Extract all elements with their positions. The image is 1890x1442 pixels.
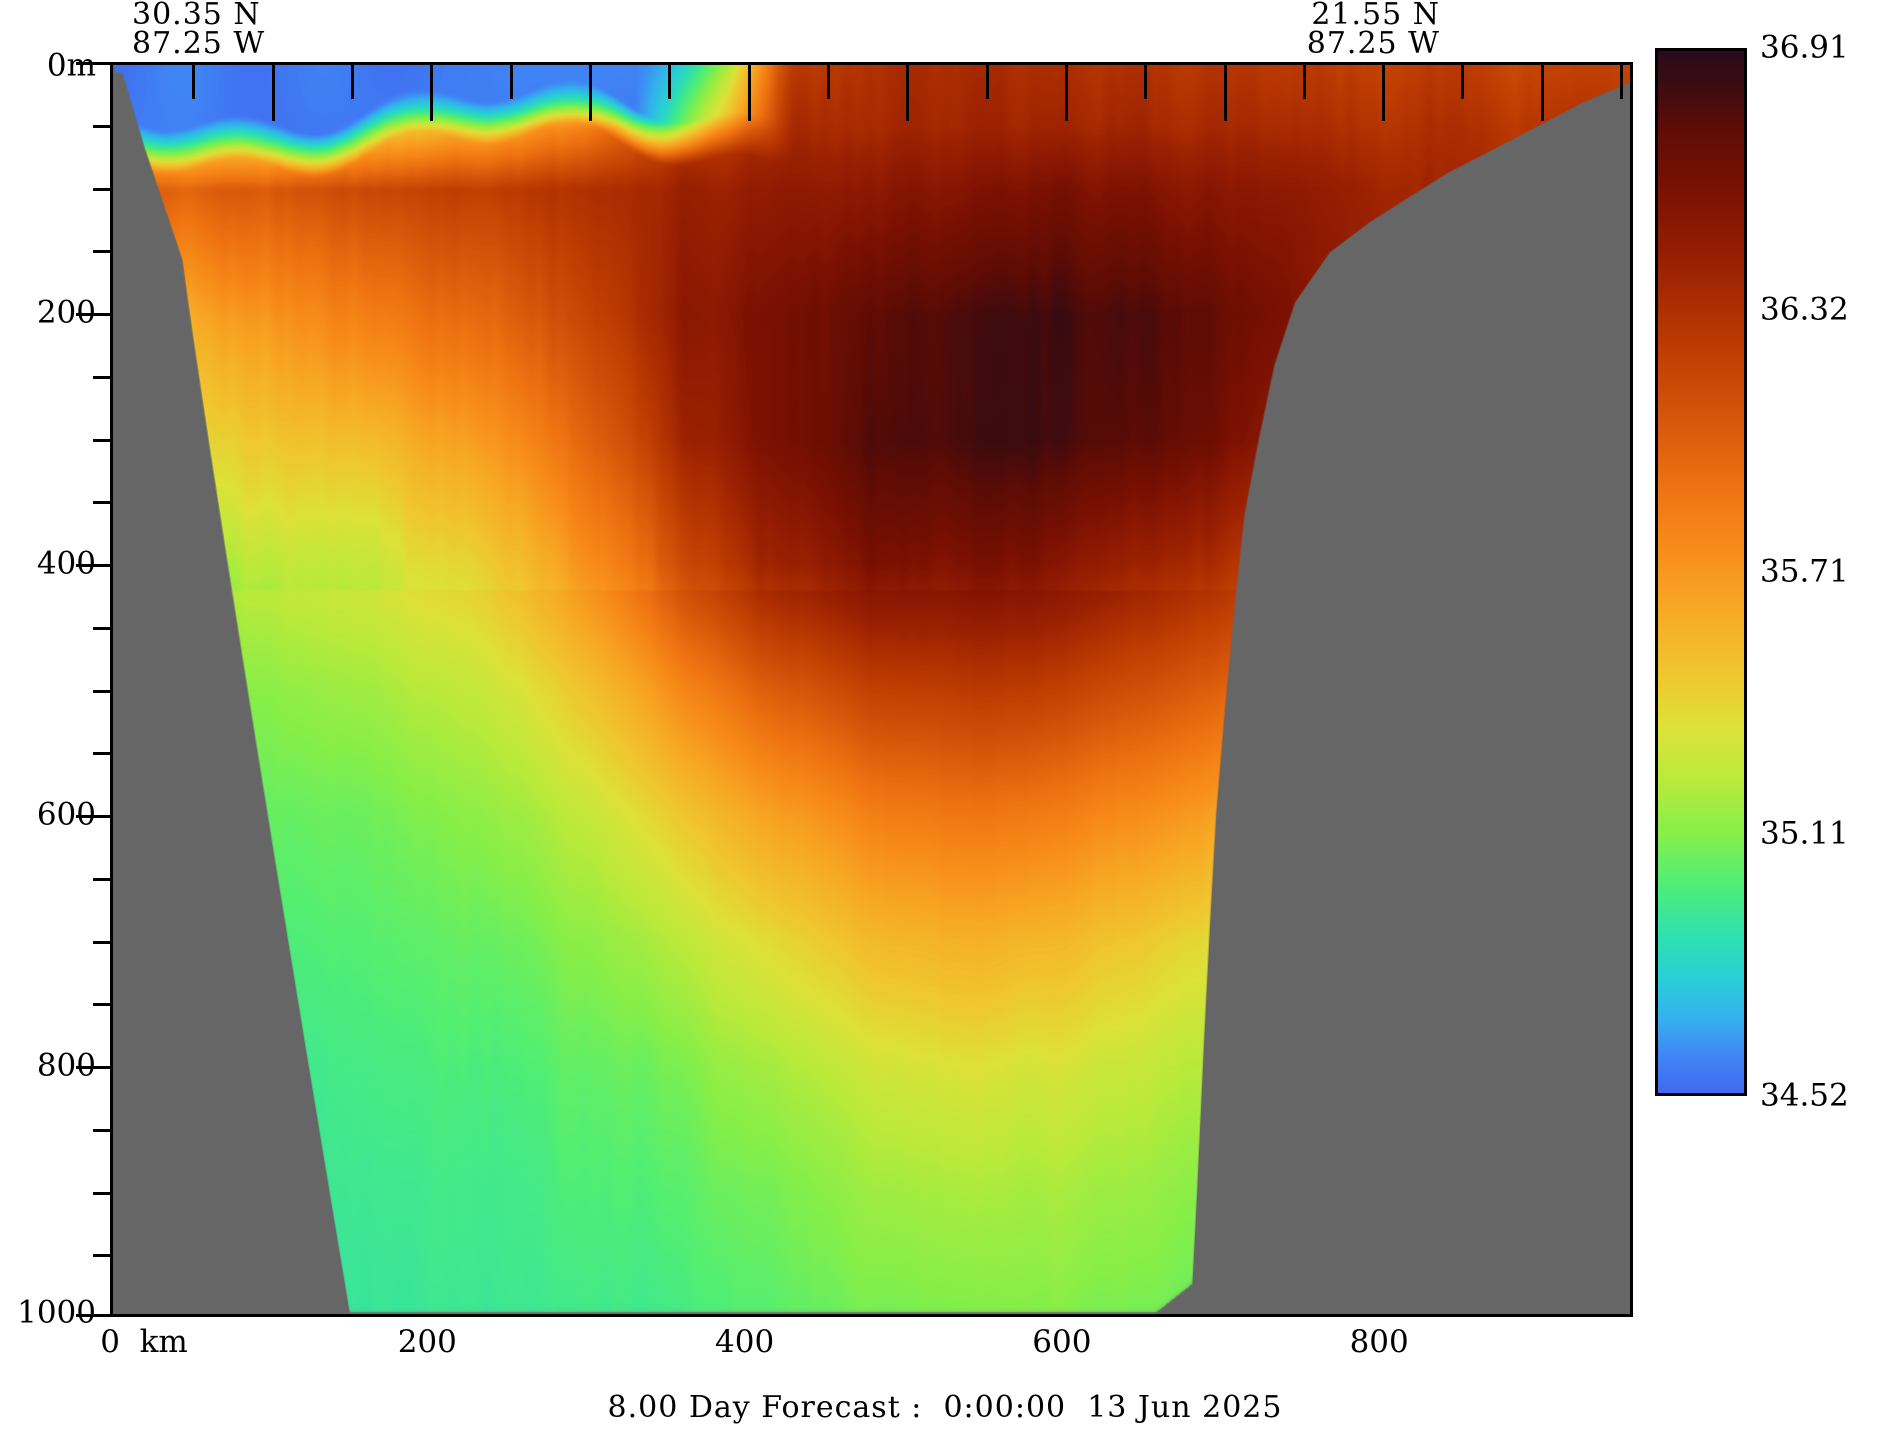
top-tick-850	[1461, 65, 1465, 99]
section-end-coordinates: 21.55 N 87.25 W	[1306, 0, 1440, 61]
depth-axis-ticks	[0, 62, 110, 1317]
depth-minor-tick-650	[93, 877, 110, 881]
depth-tick-label-800: 800	[36, 1047, 96, 1084]
distance-axis: 0 km 200 400 600 800	[100, 1317, 1633, 1387]
salinity-field-heatmap	[113, 65, 1630, 1314]
depth-tick-label-600: 600	[36, 796, 96, 833]
top-tick-900	[1540, 65, 1544, 121]
depth-minor-tick-700	[93, 940, 110, 944]
top-tick-150	[350, 65, 354, 99]
distance-tick-label-400: 400	[714, 1324, 775, 1360]
top-tick-700	[1223, 65, 1227, 121]
depth-minor-tick-550	[93, 752, 110, 756]
top-tick-300	[588, 65, 592, 121]
salinity-section-plot[interactable]	[110, 62, 1633, 1317]
colorbar-container[interactable]	[1655, 48, 1747, 1096]
depth-minor-tick-150	[93, 250, 110, 254]
top-tick-650	[1144, 65, 1148, 99]
top-tick-500	[906, 65, 910, 121]
depth-minor-tick-750	[93, 1003, 110, 1007]
colorbar-label-3: 35.11	[1760, 815, 1849, 852]
depth-tick-label-0: 0m	[46, 47, 96, 84]
top-tick-600	[1064, 65, 1068, 121]
depth-tick-label-200: 200	[36, 294, 96, 331]
depth-minor-tick-500	[93, 689, 110, 693]
depth-minor-tick-450	[93, 626, 110, 630]
depth-minor-tick-350	[93, 501, 110, 505]
depth-minor-tick-300	[93, 438, 110, 442]
top-tick-100	[271, 65, 275, 121]
top-tick-400	[747, 65, 751, 121]
top-tick-50	[192, 65, 196, 99]
colorbar-label-4: 34.52	[1760, 1077, 1849, 1114]
salinity-colorbar[interactable]	[1655, 48, 1747, 1096]
top-tick-550	[985, 65, 989, 99]
top-tick-350	[668, 65, 672, 99]
top-tick-950	[1620, 65, 1624, 99]
depth-tick-label-400: 400	[36, 545, 96, 582]
forecast-title: 8.00 Day Forecast : 0:00:00 13 Jun 2025	[607, 1390, 1283, 1425]
section-start-coordinates: 30.35 N 87.25 W	[132, 0, 266, 61]
depth-minor-tick-850	[93, 1128, 110, 1132]
distance-tick-label-600: 600	[1032, 1324, 1092, 1360]
colorbar-label-0: 36.91	[1760, 29, 1849, 66]
distance-tick-label-800: 800	[1349, 1324, 1409, 1360]
top-tick-250	[509, 65, 513, 99]
distance-tick-label-0: 0 km	[100, 1324, 188, 1360]
top-tick-450	[826, 65, 830, 99]
top-tick-750	[1302, 65, 1306, 99]
top-tick-800	[1382, 65, 1386, 121]
depth-axis: 0m 200 400 600 800 1000	[0, 50, 110, 1328]
depth-minor-tick-900	[93, 1191, 110, 1195]
depth-tick-label-1000: 1000	[17, 1294, 96, 1331]
top-tick-200	[430, 65, 434, 121]
colorbar-label-1: 36.32	[1760, 291, 1849, 328]
depth-minor-tick-250	[93, 375, 110, 379]
colorbar-label-2: 35.71	[1760, 553, 1849, 590]
depth-minor-tick-50	[93, 124, 110, 128]
distance-tick-label-200: 200	[397, 1324, 457, 1360]
depth-minor-tick-950	[93, 1254, 110, 1258]
depth-minor-tick-100	[93, 187, 110, 191]
